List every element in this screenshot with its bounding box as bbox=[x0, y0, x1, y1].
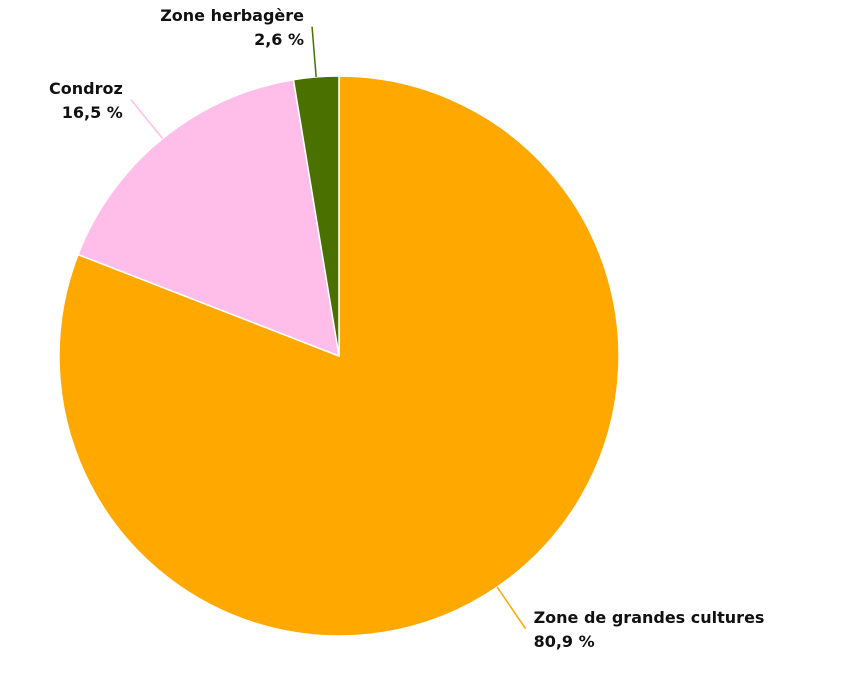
leader-line bbox=[496, 586, 527, 630]
pie-slice bbox=[77, 78, 340, 358]
slice-value-label: 80,9 % bbox=[534, 632, 595, 651]
slice-value-label: 16,5 % bbox=[62, 103, 123, 122]
slice-label: Zone de grandes cultures bbox=[534, 608, 765, 627]
leader-line bbox=[130, 98, 164, 140]
leader-line bbox=[311, 26, 317, 77]
slice-label: Zone herbagère bbox=[160, 6, 304, 25]
slice-label: Condroz bbox=[49, 79, 123, 98]
slice-value-label: 2,6 % bbox=[254, 30, 304, 49]
pie-slice bbox=[292, 75, 340, 357]
